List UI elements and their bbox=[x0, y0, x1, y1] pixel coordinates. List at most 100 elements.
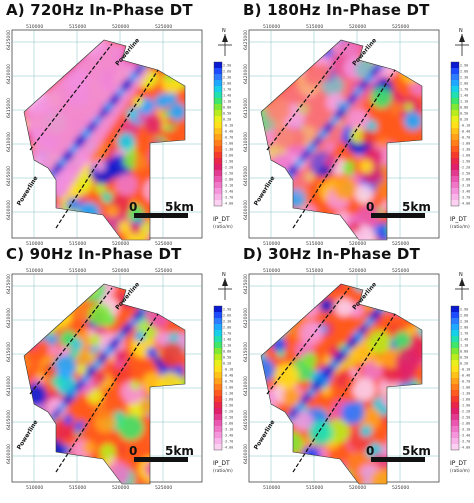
scale-bar bbox=[134, 457, 188, 462]
legend-value: -1.30 bbox=[223, 148, 233, 152]
legend-value: -1.30 bbox=[460, 392, 470, 396]
legend-swatch bbox=[214, 402, 222, 408]
legend-value: -1.00 bbox=[223, 142, 233, 146]
legend-swatch bbox=[451, 104, 459, 110]
x-tick-label: 520000 bbox=[112, 241, 129, 247]
legend-swatch bbox=[451, 98, 459, 104]
scale-bar bbox=[371, 213, 425, 218]
legend-swatch bbox=[451, 342, 459, 348]
legend-value: 2.60 bbox=[460, 70, 468, 74]
legend-value: 2.90 bbox=[460, 64, 468, 68]
legend-value: 1.10 bbox=[460, 344, 468, 348]
legend-value: -0.70 bbox=[460, 380, 470, 384]
x-tick-label: 515000 bbox=[306, 241, 323, 247]
legend-swatch bbox=[214, 74, 222, 80]
legend-swatch bbox=[451, 74, 459, 80]
legend-swatch bbox=[214, 176, 222, 182]
legend-swatch bbox=[214, 140, 222, 146]
legend-swatch bbox=[451, 318, 459, 324]
powerline bbox=[266, 287, 350, 395]
legend-swatch bbox=[451, 176, 459, 182]
legend-swatch bbox=[214, 342, 222, 348]
legend-value: 0.20 bbox=[223, 362, 231, 366]
legend-swatch bbox=[451, 140, 459, 146]
legend-value: 0.50 bbox=[223, 112, 231, 116]
legend-swatch bbox=[451, 324, 459, 330]
legend-title: IP_DT bbox=[213, 460, 230, 467]
legend-value: 2.60 bbox=[460, 314, 468, 318]
legend-title: IP_DT bbox=[450, 216, 467, 223]
x-tick-label: 515000 bbox=[69, 241, 86, 247]
legend-swatch bbox=[214, 164, 222, 170]
scale-label: 5km bbox=[165, 200, 194, 214]
x-tick-label: 515000 bbox=[69, 24, 86, 30]
legend-swatch bbox=[214, 420, 222, 426]
scale-origin: 0 bbox=[129, 444, 137, 458]
legend-swatch bbox=[451, 444, 459, 450]
legend-unit: (ratio/m) bbox=[213, 224, 233, 230]
legend-swatch bbox=[214, 134, 222, 140]
legend-swatch bbox=[451, 68, 459, 74]
x-tick-label: 510000 bbox=[263, 24, 280, 30]
north-label: N bbox=[222, 272, 226, 278]
legend-value: -2.50 bbox=[460, 172, 470, 176]
legend-swatch bbox=[214, 330, 222, 336]
legend-value: -3.10 bbox=[460, 184, 470, 188]
y-tick-label: 6405000 bbox=[6, 166, 12, 186]
y-tick-label: 6420000 bbox=[6, 308, 12, 328]
legend-value: -2.80 bbox=[460, 422, 470, 426]
legend-value: -3.10 bbox=[223, 184, 233, 188]
legend-value: -2.20 bbox=[460, 410, 470, 414]
legend-swatch bbox=[451, 354, 459, 360]
legend-value: -0.70 bbox=[460, 136, 470, 140]
y-tick-label: 6400000 bbox=[243, 200, 249, 220]
legend-swatch bbox=[214, 372, 222, 378]
legend-swatch bbox=[214, 354, 222, 360]
legend-value: 1.70 bbox=[223, 332, 231, 336]
legend-value: 0.80 bbox=[223, 350, 231, 354]
legend-swatch bbox=[451, 116, 459, 122]
legend-value: -3.70 bbox=[223, 196, 233, 200]
legend-swatch bbox=[214, 378, 222, 384]
legend-value: 2.00 bbox=[460, 326, 468, 330]
legend-value: -2.20 bbox=[223, 166, 233, 170]
legend-value: 1.40 bbox=[223, 338, 231, 342]
legend-value: -4.00 bbox=[223, 446, 233, 450]
legend-value: -4.00 bbox=[223, 202, 233, 206]
legend-value: 2.90 bbox=[223, 64, 231, 68]
legend-value: -0.40 bbox=[460, 374, 470, 378]
legend-swatch bbox=[451, 194, 459, 200]
legend-value: -1.60 bbox=[460, 398, 470, 402]
legend-swatch bbox=[214, 128, 222, 134]
legend-value: -3.40 bbox=[223, 434, 233, 438]
x-tick-label: 525000 bbox=[155, 24, 172, 30]
legend: 2.90 2.60 2.30 2.00 1.70 1.40 1.10 0.80 0.50 0.20… bbox=[450, 61, 470, 230]
legend-value: -3.70 bbox=[460, 196, 470, 200]
legend-title: IP_DT bbox=[450, 460, 467, 467]
survey-outline bbox=[23, 283, 186, 485]
scale-label: 5km bbox=[402, 200, 431, 214]
legend-value: 0.50 bbox=[460, 356, 468, 360]
north-label: N bbox=[459, 28, 463, 34]
legend-swatch bbox=[214, 86, 222, 92]
legend-value: 2.90 bbox=[223, 308, 231, 312]
legend-value: 1.70 bbox=[223, 88, 231, 92]
panel-a: A) 720Hz In-Phase DT 510000 510000 515000 5… bbox=[0, 0, 237, 251]
legend-value: 1.10 bbox=[223, 100, 231, 104]
y-tick-label: 6425000 bbox=[6, 274, 12, 294]
scale-label: 5km bbox=[165, 444, 194, 458]
legend-swatch bbox=[214, 194, 222, 200]
legend-value: 1.40 bbox=[460, 338, 468, 342]
legend-swatch bbox=[451, 146, 459, 152]
legend-swatch bbox=[451, 420, 459, 426]
legend-value: 2.60 bbox=[223, 70, 231, 74]
legend-swatch bbox=[451, 86, 459, 92]
legend-value: -3.70 bbox=[460, 440, 470, 444]
survey-outline bbox=[260, 39, 423, 241]
scale-origin: 0 bbox=[366, 444, 374, 458]
legend-value: -4.00 bbox=[460, 202, 470, 206]
legend-swatch bbox=[451, 402, 459, 408]
legend-title: IP_DT bbox=[213, 216, 230, 223]
legend-value: 2.00 bbox=[460, 82, 468, 86]
legend-swatch bbox=[451, 110, 459, 116]
